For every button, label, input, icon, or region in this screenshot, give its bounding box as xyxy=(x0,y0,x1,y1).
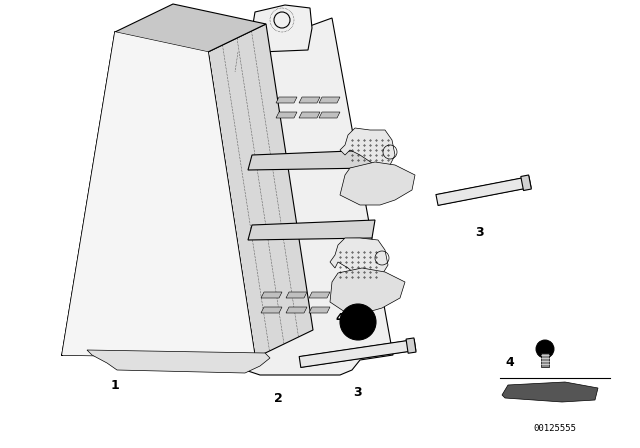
Polygon shape xyxy=(62,32,255,358)
Polygon shape xyxy=(261,292,282,298)
Text: 4: 4 xyxy=(506,356,515,369)
Polygon shape xyxy=(319,112,340,118)
Polygon shape xyxy=(252,5,312,52)
Polygon shape xyxy=(115,4,266,52)
Polygon shape xyxy=(208,24,313,358)
Circle shape xyxy=(340,304,376,340)
Polygon shape xyxy=(309,307,330,313)
Polygon shape xyxy=(261,307,282,313)
Circle shape xyxy=(536,340,554,358)
Polygon shape xyxy=(330,238,388,282)
Polygon shape xyxy=(502,382,598,402)
Polygon shape xyxy=(248,220,375,240)
Polygon shape xyxy=(299,97,320,103)
Polygon shape xyxy=(276,97,297,103)
Polygon shape xyxy=(330,268,405,312)
Text: 1: 1 xyxy=(111,379,120,392)
Text: 3: 3 xyxy=(476,225,484,238)
Polygon shape xyxy=(248,150,375,170)
Text: 00125555: 00125555 xyxy=(534,423,577,432)
Polygon shape xyxy=(286,292,307,298)
Polygon shape xyxy=(299,112,320,118)
Polygon shape xyxy=(406,338,416,353)
Text: 2: 2 xyxy=(274,392,282,405)
Polygon shape xyxy=(436,177,531,205)
Polygon shape xyxy=(340,162,415,205)
Polygon shape xyxy=(299,340,416,367)
Polygon shape xyxy=(225,18,393,375)
Polygon shape xyxy=(309,292,330,298)
Polygon shape xyxy=(286,307,307,313)
Polygon shape xyxy=(87,350,270,373)
Text: 4: 4 xyxy=(335,311,344,324)
Polygon shape xyxy=(276,112,297,118)
Polygon shape xyxy=(340,128,395,170)
Polygon shape xyxy=(521,175,531,190)
Polygon shape xyxy=(541,353,549,367)
Text: 3: 3 xyxy=(354,385,362,399)
Polygon shape xyxy=(319,97,340,103)
